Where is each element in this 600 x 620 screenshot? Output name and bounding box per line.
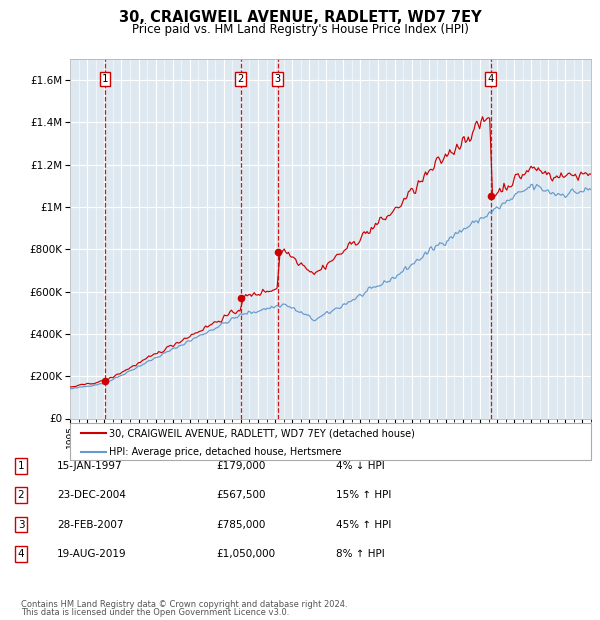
Text: 1: 1 (17, 461, 25, 471)
Text: 15-JAN-1997: 15-JAN-1997 (57, 461, 122, 471)
Text: HPI: Average price, detached house, Hertsmere: HPI: Average price, detached house, Hert… (109, 447, 342, 457)
Text: 23-DEC-2004: 23-DEC-2004 (57, 490, 126, 500)
Text: 19-AUG-2019: 19-AUG-2019 (57, 549, 127, 559)
Text: 8% ↑ HPI: 8% ↑ HPI (336, 549, 385, 559)
Text: Price paid vs. HM Land Registry's House Price Index (HPI): Price paid vs. HM Land Registry's House … (131, 23, 469, 36)
Text: 28-FEB-2007: 28-FEB-2007 (57, 520, 124, 529)
Text: 30, CRAIGWEIL AVENUE, RADLETT, WD7 7EY: 30, CRAIGWEIL AVENUE, RADLETT, WD7 7EY (119, 10, 481, 25)
Text: 30, CRAIGWEIL AVENUE, RADLETT, WD7 7EY (detached house): 30, CRAIGWEIL AVENUE, RADLETT, WD7 7EY (… (109, 428, 415, 438)
Text: £179,000: £179,000 (216, 461, 265, 471)
Text: 2: 2 (238, 74, 244, 84)
Text: 4: 4 (488, 74, 494, 84)
Text: 4: 4 (17, 549, 25, 559)
Text: £1,050,000: £1,050,000 (216, 549, 275, 559)
Text: £567,500: £567,500 (216, 490, 265, 500)
Text: 3: 3 (17, 520, 25, 529)
Text: 2: 2 (17, 490, 25, 500)
Text: 4% ↓ HPI: 4% ↓ HPI (336, 461, 385, 471)
Text: This data is licensed under the Open Government Licence v3.0.: This data is licensed under the Open Gov… (21, 608, 289, 617)
Text: 1: 1 (102, 74, 108, 84)
Text: 3: 3 (275, 74, 281, 84)
Text: £785,000: £785,000 (216, 520, 265, 529)
Text: 15% ↑ HPI: 15% ↑ HPI (336, 490, 391, 500)
Text: Contains HM Land Registry data © Crown copyright and database right 2024.: Contains HM Land Registry data © Crown c… (21, 600, 347, 609)
Text: 45% ↑ HPI: 45% ↑ HPI (336, 520, 391, 529)
